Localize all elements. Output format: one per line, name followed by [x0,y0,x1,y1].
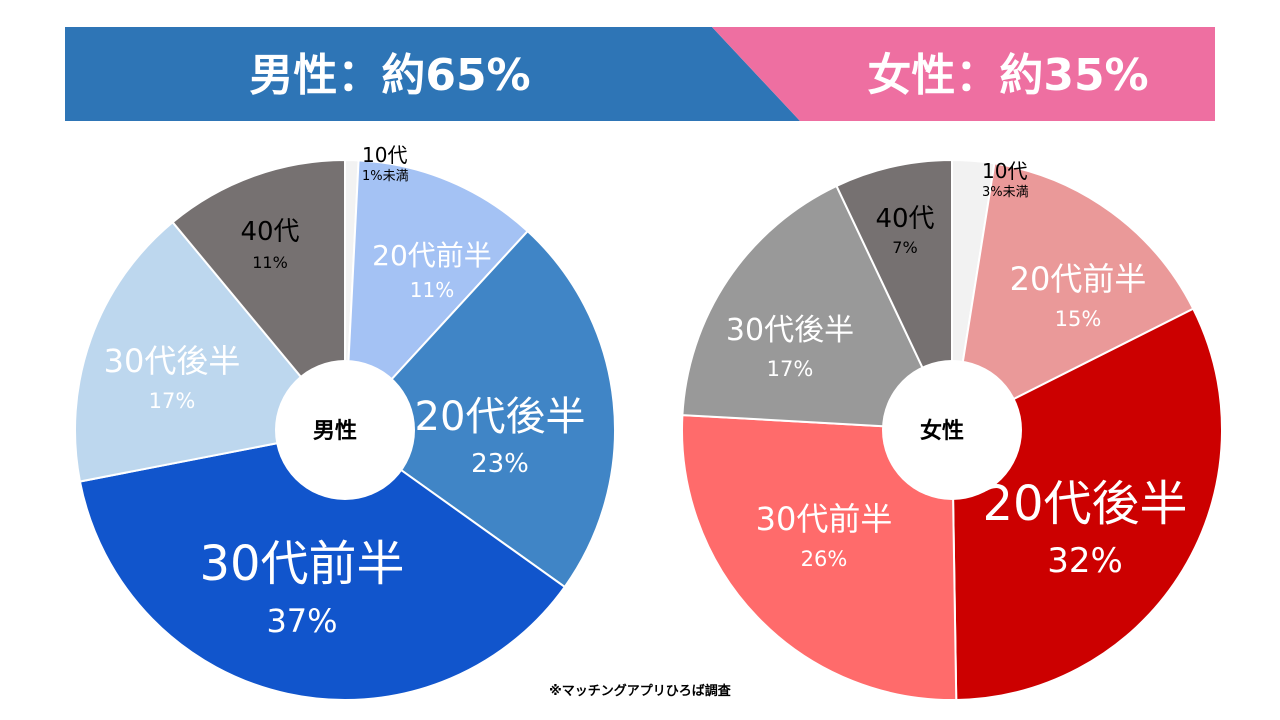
male-label-20s-early: 20代前半 [372,239,492,272]
female-label-30s-late: 30代後半 [726,313,854,348]
female-slice-30s-early [681,414,958,701]
header-banner: 男性：約65% 女性：約35% [65,27,1215,121]
male-label-10s: 10代 [362,143,407,167]
female-label-30s-early: 30代前半 [756,500,893,538]
female-title: 女性：約35% [867,50,1148,101]
male-label-30s-early: 30代前半 [199,536,404,592]
female-value-30s-late: 17% [767,357,814,381]
male-label-40s: 40代 [240,217,299,247]
female-value-30s-early: 26% [801,547,848,571]
male-title: 男性：約65% [249,50,530,101]
female-slice-30s-late [681,184,954,432]
male-value-20s-early: 11% [410,278,454,302]
female-center-circle [882,360,1022,500]
female-slice-40s [835,158,953,431]
female-slice-20s-early [950,162,1195,432]
male-value-40s: 11% [252,253,288,272]
female-label-20s-late: 20代後半 [982,476,1187,532]
male-center-label: 男性 [313,419,357,444]
female-pie-chart: 10代 3%未満 20代前半 15% 20代後半 32% 30代前半 26% 30代後半 17% 4… [681,158,1223,701]
male-labels: 10代 1%未満 20代前半 11% 20代後半 23% 30代前半 37% 30代後半 17% 4… [104,143,586,640]
male-value-30s-early: 37% [266,602,337,640]
female-value-20s-early: 15% [1055,307,1102,331]
male-value-30s-late: 17% [149,389,196,413]
source-note: ※マッチングアプリひろば調査 [549,684,731,699]
male-label-20s-late: 20代後半 [415,394,586,440]
male-value-10s: 1%未満 [362,169,409,184]
female-slice-20s-late [950,307,1223,701]
male-slice-40s [171,158,346,433]
male-slice-20s-late [343,229,616,589]
female-label-20s-early: 20代前半 [1010,260,1147,298]
female-labels: 10代 3%未満 20代前半 15% 20代後半 32% 30代前半 26% 30代後半 17% 4… [726,159,1188,581]
female-value-20s-late: 32% [1047,541,1123,581]
female-label-10s: 10代 [982,159,1027,183]
female-center-label: 女性 [920,418,964,444]
female-value-40s: 7% [892,238,917,257]
male-pie-chart: 10代 1%未満 20代前半 11% 20代後半 23% 30代前半 37% 30代後半 17% 4… [73,143,616,701]
female-value-10s: 3%未満 [982,185,1029,200]
male-slice-20s-early [343,159,530,433]
female-slices [681,158,1223,701]
female-banner [712,27,1215,121]
female-label-40s: 40代 [875,204,934,234]
male-value-20s-late: 23% [471,449,529,479]
male-label-30s-late: 30代後半 [104,342,241,380]
male-slice-30s-early [78,428,567,701]
male-center-circle [275,360,415,500]
male-banner [65,27,800,121]
